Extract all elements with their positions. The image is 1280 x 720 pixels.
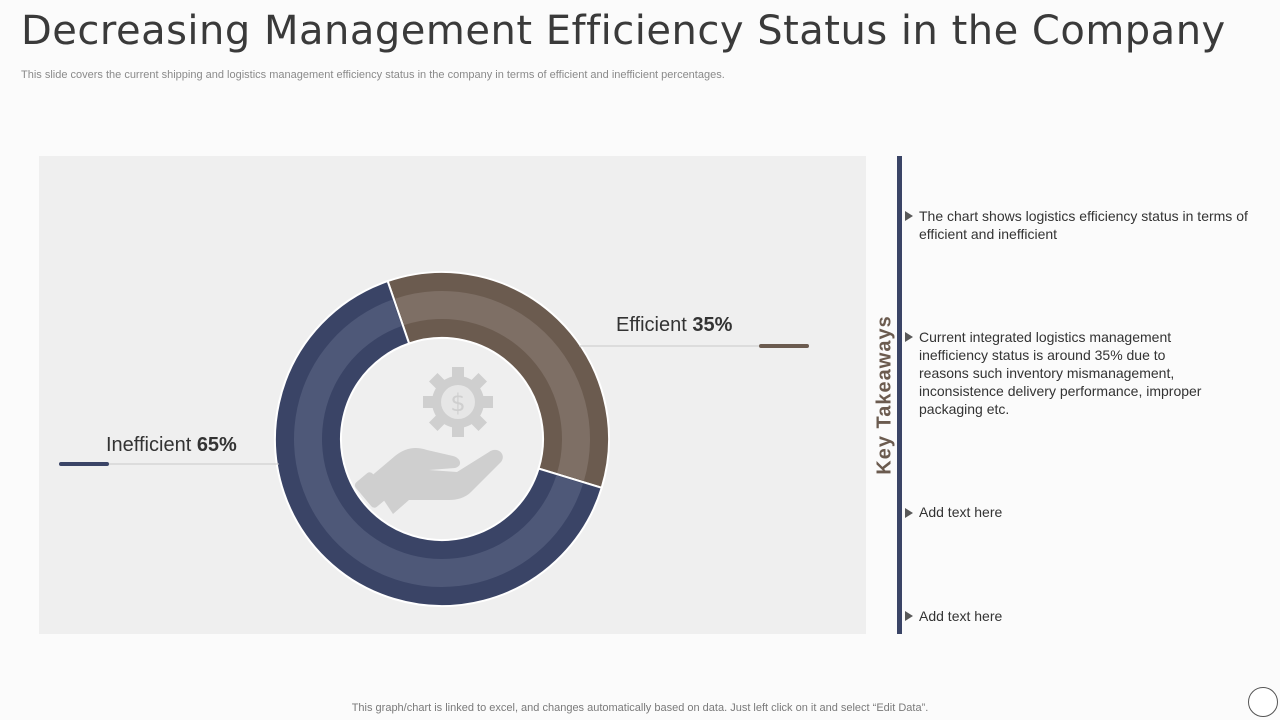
- label-inefficient: Inefficient 65%: [106, 434, 237, 456]
- page-title: Decreasing Management Efficiency Status …: [21, 8, 1226, 54]
- takeaway-item-3: Add text here: [905, 503, 1255, 521]
- arrow-right-icon: [905, 211, 913, 221]
- arrow-right-icon: [905, 332, 913, 342]
- page-subtitle: This slide covers the current shipping a…: [21, 69, 725, 81]
- donut-slice-band-efficient: [395, 291, 591, 481]
- svg-text:$: $: [450, 389, 465, 417]
- edit-data-note: This graph/chart is linked to excel, and…: [351, 702, 929, 714]
- donut-chart[interactable]: $: [39, 156, 866, 634]
- slide-nav-circle[interactable]: [1248, 687, 1278, 717]
- takeaways-divider: [897, 156, 902, 634]
- hand-dollar-gear-icon: $: [354, 367, 503, 514]
- takeaway-item-2: Current integrated logistics management …: [905, 328, 1205, 418]
- takeaway-item-1: The chart shows logistics efficiency sta…: [905, 207, 1255, 243]
- arrow-right-icon: [905, 611, 913, 621]
- arrow-right-icon: [905, 508, 913, 518]
- donut-slice-efficient[interactable]: [386, 271, 610, 490]
- label-efficient: Efficient 35%: [616, 314, 733, 336]
- chart-panel[interactable]: $ Efficient 35% Inefficient 65%: [39, 156, 866, 634]
- takeaway-item-4: Add text here: [905, 607, 1255, 625]
- key-takeaways-heading: Key Takeaways: [873, 315, 896, 475]
